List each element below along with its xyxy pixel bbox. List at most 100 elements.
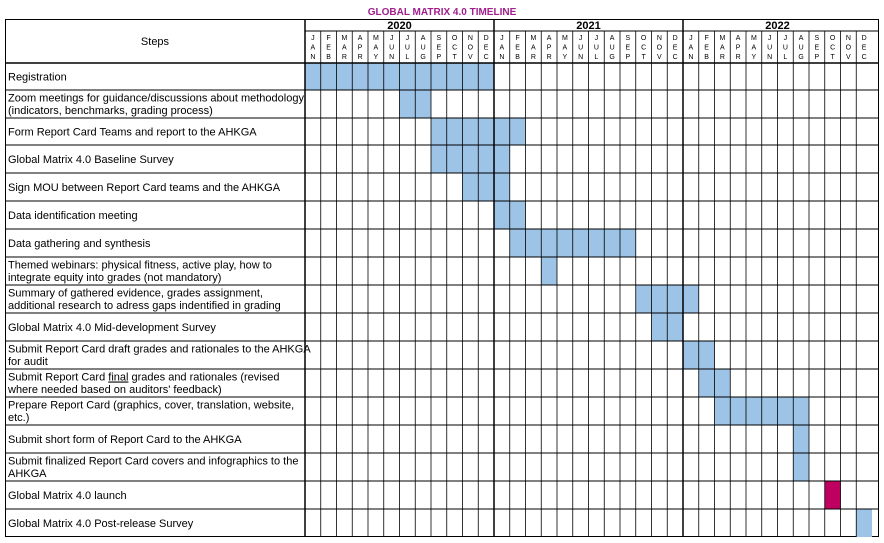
month-label-letter: N (767, 54, 772, 61)
month-label-letter: E (484, 45, 489, 52)
task-label: etc.) (8, 412, 29, 424)
month-label-letter: J (768, 35, 772, 42)
month-label-letter: S (815, 35, 820, 42)
task-label: Submit Report Card draft grades and rati… (8, 344, 311, 356)
task-label: Prepare Report Card (graphics, cover, tr… (8, 400, 294, 412)
month-label-letter: A (547, 35, 552, 42)
month-label-letter: R (342, 54, 347, 61)
month-label-letter: T (641, 54, 646, 61)
month-label-letter: Y (563, 54, 568, 61)
month-label-letter: U (783, 45, 788, 52)
gantt-bar (793, 453, 809, 481)
task-label: Submit Report Card final grades and rati… (8, 372, 279, 384)
month-label-letter: R (547, 54, 552, 61)
month-label-letter: G (798, 54, 803, 61)
month-label-letter: U (578, 45, 583, 52)
year-label: 2021 (576, 20, 600, 32)
month-label-letter: A (736, 35, 741, 42)
month-label-letter: M (341, 35, 347, 42)
month-label-letter: A (342, 45, 347, 52)
month-label-letter: J (406, 35, 410, 42)
month-label-letter: O (641, 35, 647, 42)
gantt-bar (541, 257, 557, 285)
month-label-letter: L (594, 54, 598, 61)
month-label-letter: U (767, 45, 772, 52)
task-label: (indicators, benchmarks, grading process… (8, 105, 213, 117)
month-label-letter: R (358, 54, 363, 61)
month-label-letter: E (437, 45, 442, 52)
month-label-letter: A (720, 45, 725, 52)
month-label-letter: P (626, 54, 631, 61)
month-label-letter: N (688, 54, 693, 61)
month-label-letter: P (547, 45, 552, 52)
month-label-letter: B (515, 54, 520, 61)
task-label: Zoom meetings for guidance/discussions a… (8, 93, 304, 105)
month-label-letter: V (468, 54, 473, 61)
month-label-letter: E (704, 45, 709, 52)
month-label-letter: A (531, 45, 536, 52)
task-label: for audit (8, 356, 48, 368)
month-label-letter: J (500, 35, 504, 42)
month-label-letter: U (389, 45, 394, 52)
month-label-letter: A (500, 45, 505, 52)
month-label-letter: T (452, 54, 457, 61)
month-label-letter: S (437, 35, 442, 42)
task-label: Form Report Card Teams and report to the… (8, 127, 257, 139)
task-label: Global Matrix 4.0 Mid-development Survey (8, 322, 216, 334)
month-label-letter: C (862, 54, 867, 61)
month-label-letter: N (310, 54, 315, 61)
month-label-letter: D (862, 35, 867, 42)
month-label-letter: P (358, 45, 363, 52)
month-label-letter: N (578, 54, 583, 61)
month-label-letter: S (626, 35, 631, 42)
month-label-letter: O (452, 35, 458, 42)
month-label-letter: E (862, 45, 867, 52)
month-label-letter: M (530, 35, 536, 42)
task-label: Registration (8, 72, 67, 84)
month-label-letter: N (389, 54, 394, 61)
month-label-letter: L (405, 54, 409, 61)
month-label-letter: U (421, 45, 426, 52)
month-label-letter: O (468, 45, 474, 52)
month-label-letter: A (374, 45, 379, 52)
month-label-letter: J (595, 35, 599, 42)
month-label-letter: U (610, 45, 615, 52)
month-label-letter: C (484, 54, 489, 61)
task-label: AHKGA (8, 468, 47, 480)
month-label-letter: E (515, 45, 520, 52)
month-label-letter: F (704, 35, 708, 42)
month-label-letter: A (311, 45, 316, 52)
month-label-letter: R (736, 54, 741, 61)
task-label: Data gathering and synthesis (8, 238, 151, 250)
month-label-letter: E (326, 45, 331, 52)
month-label-letter: C (830, 45, 835, 52)
month-label-letter: G (609, 54, 614, 61)
table-frame (5, 19, 879, 537)
month-label-letter: J (689, 35, 693, 42)
gantt-bar (856, 509, 872, 537)
month-label-letter: J (579, 35, 583, 42)
month-label-letter: A (752, 45, 757, 52)
month-label-letter: N (846, 35, 851, 42)
task-label: Summary of gathered evidence, grades ass… (8, 288, 263, 300)
month-label-letter: D (673, 35, 678, 42)
year-label: 2022 (765, 20, 789, 32)
month-label-letter: N (468, 35, 473, 42)
month-label-letter: A (421, 35, 426, 42)
month-label-letter: E (626, 45, 631, 52)
task-label: Sign MOU between Report Card teams and t… (8, 182, 281, 194)
task-label: Global Matrix 4.0 Post-release Survey (8, 518, 194, 530)
month-label-letter: P (736, 45, 741, 52)
month-label-letter: N (499, 54, 504, 61)
task-label: Submit short form of Report Card to the … (8, 434, 242, 446)
month-label-letter: Y (752, 54, 757, 61)
month-label-letter: O (830, 35, 836, 42)
month-label-letter: A (689, 45, 694, 52)
month-label-letter: M (719, 35, 725, 42)
task-label: Submit finalized Report Card covers and … (8, 456, 298, 468)
gantt-bar (824, 481, 841, 509)
month-label-letter: U (594, 45, 599, 52)
gantt-bar (462, 173, 510, 201)
month-label-letter: J (390, 35, 394, 42)
